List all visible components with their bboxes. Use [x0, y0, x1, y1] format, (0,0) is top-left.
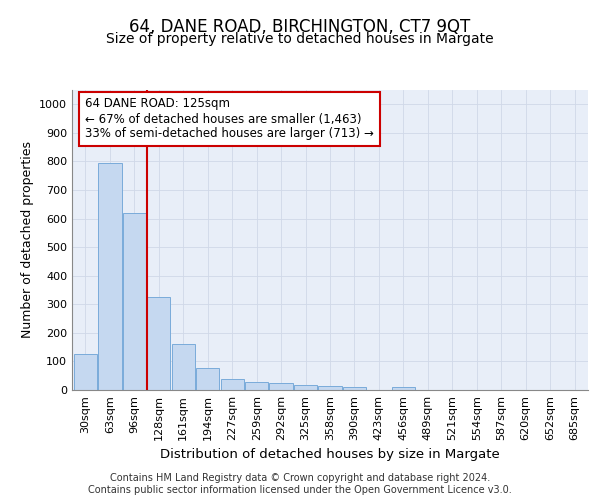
Bar — [98, 163, 122, 390]
Text: 64, DANE ROAD, BIRCHINGTON, CT7 9QT: 64, DANE ROAD, BIRCHINGTON, CT7 9QT — [130, 18, 470, 36]
Bar — [74, 354, 97, 390]
Bar — [123, 213, 146, 390]
Bar — [221, 378, 244, 390]
Text: Size of property relative to detached houses in Margate: Size of property relative to detached ho… — [106, 32, 494, 46]
Bar — [147, 296, 170, 390]
Bar — [196, 368, 220, 390]
Bar — [392, 387, 415, 390]
Text: 64 DANE ROAD: 125sqm
← 67% of detached houses are smaller (1,463)
33% of semi-de: 64 DANE ROAD: 125sqm ← 67% of detached h… — [85, 98, 374, 140]
Bar — [319, 386, 341, 390]
Bar — [294, 386, 317, 390]
Text: Contains HM Land Registry data © Crown copyright and database right 2024.
Contai: Contains HM Land Registry data © Crown c… — [88, 474, 512, 495]
Bar — [172, 344, 195, 390]
Bar — [343, 387, 366, 390]
Y-axis label: Number of detached properties: Number of detached properties — [20, 142, 34, 338]
Bar — [245, 382, 268, 390]
X-axis label: Distribution of detached houses by size in Margate: Distribution of detached houses by size … — [160, 448, 500, 462]
Bar — [269, 384, 293, 390]
